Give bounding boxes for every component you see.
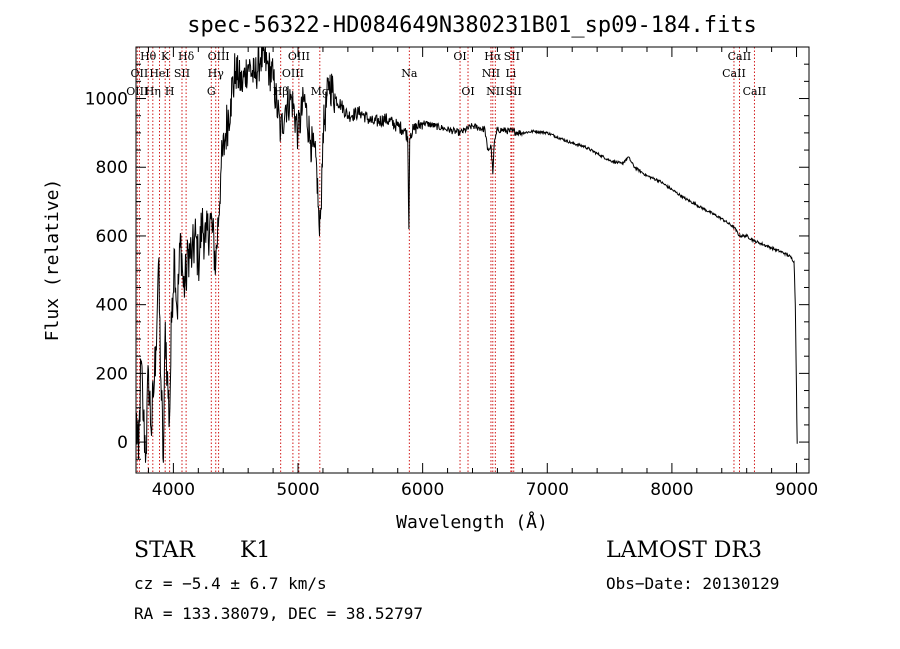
line-label-3: K [161,50,170,63]
line-label-25: CaII [728,50,752,63]
line-label-18: OI [461,85,474,98]
line-label-21: NII [482,67,500,80]
line-label-2: OIII [126,85,148,98]
line-label-17: OI [453,50,466,63]
obs-date: Obs−Date: 20130129 [606,574,780,593]
line-label-26: CaII [722,67,746,80]
coordinates: RA = 133.38079, DEC = 38.52797 [134,604,423,623]
spectrum-series [135,46,798,463]
line-label-23: NII [486,85,504,98]
line-label-7: H [165,85,175,98]
x-tick-label-1: 5000 [276,480,319,500]
line-label-11: G [207,85,216,98]
y-tick-label-3: 600 [96,227,128,247]
line-label-16: Na [401,67,418,80]
line-label-27: CaII [743,85,767,98]
line-label-22: Li [505,67,516,80]
spectral-line-markers: Hθ OII OIII K HeI Hη SII H Hδ OIII Hγ G OIII OIII Hβ Mg… [126,47,766,473]
line-label-20: SII [504,50,520,63]
line-label-6: SII [174,67,190,80]
line-label-14: Hβ [273,85,289,98]
line-label-15: Mg [311,85,329,98]
line-label-19: Hα [484,50,502,63]
line-label-12: OIII [288,50,310,63]
line-label-0: Hθ [140,50,157,63]
line-label-24: SII [506,85,522,98]
object-class: STAR [134,538,195,563]
y-tick-label-0: 0 [117,433,128,453]
axis-ticks: 4000 5000 6000 7000 8000 9000 0 200 400 600 800 100… [85,46,818,500]
x-tick-label-4: 8000 [650,480,693,500]
x-tick-label-2: 6000 [401,480,444,500]
y-axis-label: Flux (relative) [42,179,63,342]
x-tick-label-0: 4000 [152,480,195,500]
survey-name: LAMOST DR3 [606,538,762,563]
y-tick-label-4: 800 [96,158,128,178]
y-tick-label-2: 400 [96,296,128,316]
line-label-9: OIII [208,50,230,63]
line-label-8: Hδ [178,50,195,63]
plot-frame [135,46,810,474]
chart-title: spec-56322-HD084649N380231B01_sp09-184.f… [187,13,757,38]
y-tick-label-1: 200 [96,364,128,384]
line-label-4: HeI [149,67,169,80]
line-label-10: Hγ [208,67,225,80]
line-label-13: OIII [282,67,304,80]
x-tick-label-3: 7000 [526,480,569,500]
line-label-5: Hη [145,85,161,98]
velocity-readout: cz = −5.4 ± 6.7 km/s [134,574,327,593]
x-tick-label-5: 9000 [775,480,818,500]
spectrum-line [135,46,798,463]
object-subclass: K1 [240,538,271,563]
y-tick-label-5: 1000 [85,90,128,110]
line-label-1: OII [131,67,149,80]
x-axis-label: Wavelength (Å) [396,511,548,533]
